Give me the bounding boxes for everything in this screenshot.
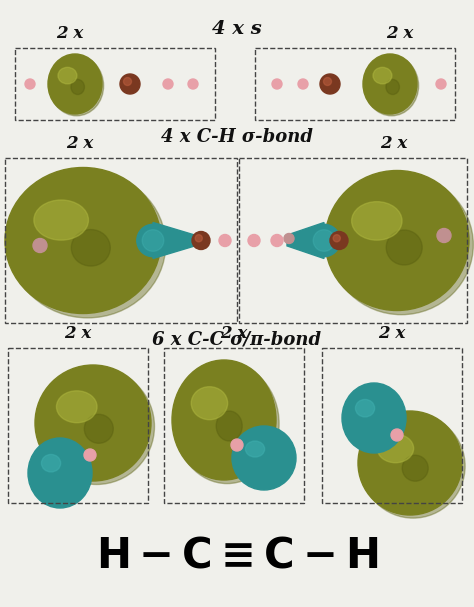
Ellipse shape	[35, 365, 151, 481]
Ellipse shape	[377, 434, 414, 463]
Circle shape	[333, 235, 340, 242]
Circle shape	[163, 79, 173, 89]
Bar	[322, 348, 462, 503]
Ellipse shape	[363, 54, 417, 114]
Circle shape	[137, 225, 169, 257]
Circle shape	[391, 429, 403, 441]
Ellipse shape	[84, 415, 113, 443]
Circle shape	[330, 231, 348, 249]
Text: 2 x: 2 x	[64, 325, 91, 342]
Bar	[164, 348, 304, 503]
Circle shape	[124, 78, 131, 86]
Circle shape	[195, 235, 202, 242]
Circle shape	[219, 234, 231, 246]
Ellipse shape	[246, 441, 264, 457]
Ellipse shape	[352, 202, 402, 240]
Circle shape	[192, 231, 210, 249]
Circle shape	[25, 79, 35, 89]
Ellipse shape	[325, 171, 469, 311]
Ellipse shape	[71, 80, 84, 95]
Circle shape	[308, 225, 340, 257]
Circle shape	[320, 74, 340, 94]
Ellipse shape	[373, 67, 392, 84]
Ellipse shape	[175, 364, 279, 484]
Bar	[239, 158, 467, 323]
Ellipse shape	[342, 383, 406, 453]
Ellipse shape	[172, 360, 276, 480]
Ellipse shape	[5, 168, 161, 313]
Ellipse shape	[71, 229, 110, 266]
Circle shape	[437, 228, 451, 243]
Ellipse shape	[41, 455, 61, 472]
Text: 4 x C-H σ-bond: 4 x C-H σ-bond	[161, 128, 313, 146]
Ellipse shape	[9, 172, 166, 318]
Bar	[15, 48, 215, 120]
Ellipse shape	[28, 438, 92, 508]
Text: 2 x: 2 x	[378, 325, 406, 342]
Ellipse shape	[38, 368, 155, 484]
Ellipse shape	[216, 411, 242, 441]
Circle shape	[436, 79, 446, 89]
Circle shape	[313, 229, 335, 251]
Ellipse shape	[50, 56, 104, 116]
Polygon shape	[287, 223, 324, 259]
Bar	[255, 48, 455, 120]
Polygon shape	[153, 223, 195, 259]
Ellipse shape	[58, 67, 77, 84]
Ellipse shape	[34, 200, 89, 240]
Circle shape	[248, 234, 260, 246]
Circle shape	[272, 79, 282, 89]
Circle shape	[231, 439, 243, 451]
Ellipse shape	[191, 387, 228, 419]
Ellipse shape	[56, 391, 97, 422]
Ellipse shape	[232, 426, 296, 490]
Text: 2 x: 2 x	[56, 25, 83, 42]
Text: 6 x C-C σ/π-bond: 6 x C-C σ/π-bond	[153, 330, 321, 348]
Ellipse shape	[402, 455, 428, 481]
Ellipse shape	[356, 399, 374, 417]
Ellipse shape	[48, 54, 102, 114]
Ellipse shape	[386, 80, 400, 95]
Text: 4 x s: 4 x s	[212, 20, 262, 38]
Text: 2 x: 2 x	[66, 135, 94, 152]
Text: 2 x: 2 x	[380, 135, 408, 152]
Text: $\mathbf{H-C\equiv C-H}$: $\mathbf{H-C\equiv C-H}$	[96, 535, 378, 577]
Text: 2 x: 2 x	[220, 325, 247, 342]
Circle shape	[298, 79, 308, 89]
Ellipse shape	[361, 414, 465, 518]
Circle shape	[84, 449, 96, 461]
Circle shape	[271, 234, 283, 246]
Text: 2 x: 2 x	[386, 25, 414, 42]
Circle shape	[33, 239, 47, 253]
Circle shape	[284, 234, 294, 243]
Bar	[5, 158, 237, 323]
Ellipse shape	[329, 175, 474, 314]
Ellipse shape	[358, 411, 462, 515]
Circle shape	[120, 74, 140, 94]
Circle shape	[188, 79, 198, 89]
Circle shape	[142, 229, 164, 251]
Bar	[8, 348, 148, 503]
Ellipse shape	[365, 56, 419, 116]
Circle shape	[323, 78, 331, 86]
Ellipse shape	[386, 230, 422, 265]
